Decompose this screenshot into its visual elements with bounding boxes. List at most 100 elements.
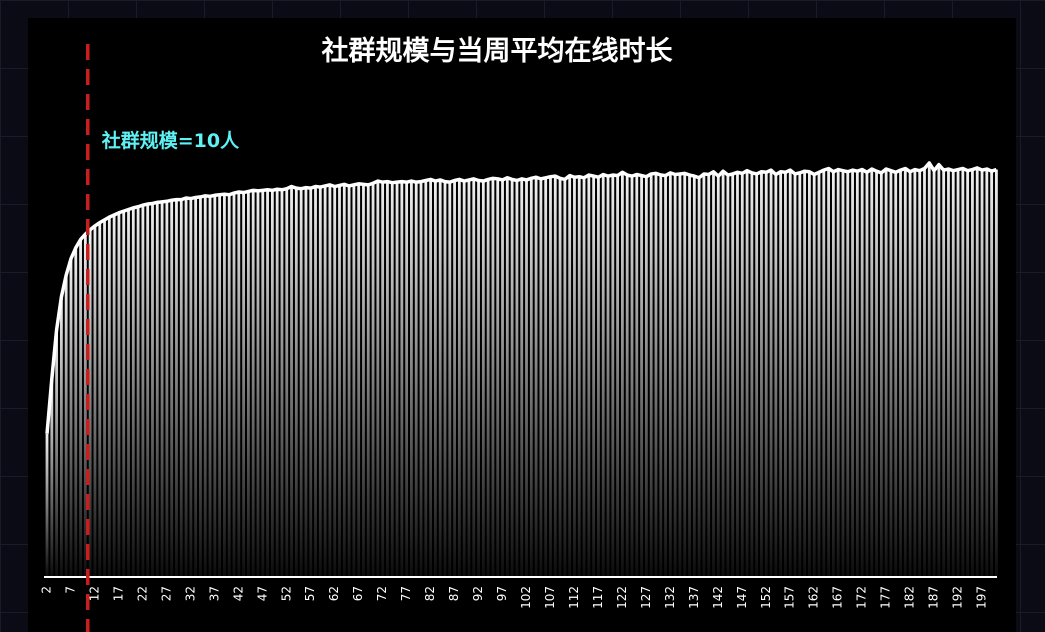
bar — [812, 174, 816, 576]
bar — [347, 185, 351, 576]
bar — [160, 201, 164, 576]
bar — [127, 209, 130, 576]
bar — [649, 173, 653, 576]
bar — [314, 186, 317, 576]
bar — [170, 200, 174, 576]
bar — [223, 194, 226, 577]
bar — [860, 169, 864, 576]
bar — [246, 191, 250, 576]
bar — [520, 178, 524, 576]
bar — [534, 177, 538, 576]
bar — [501, 179, 504, 576]
bar — [923, 168, 926, 576]
bar — [467, 179, 471, 576]
bar — [410, 181, 413, 577]
bar — [697, 177, 701, 576]
bar — [601, 174, 605, 576]
bar — [117, 212, 121, 576]
bar — [577, 176, 581, 577]
x-tick-label: 17 — [111, 586, 125, 601]
bar — [855, 171, 859, 576]
x-tick-label: 47 — [255, 586, 269, 601]
bar — [683, 173, 687, 576]
bar — [280, 189, 284, 577]
bar — [74, 247, 78, 576]
bar — [179, 199, 183, 576]
bar — [448, 182, 452, 576]
bar — [726, 175, 730, 577]
bar — [290, 186, 293, 576]
bar — [251, 190, 255, 576]
bar — [275, 189, 279, 576]
bar — [491, 178, 495, 576]
bar — [333, 186, 337, 576]
bar — [736, 172, 739, 577]
x-tick-label: 182 — [903, 586, 917, 609]
bar — [438, 179, 442, 576]
bar — [318, 187, 322, 576]
bar — [956, 169, 960, 576]
bar — [131, 207, 135, 576]
bar — [405, 182, 409, 576]
bar — [884, 169, 888, 576]
bar — [481, 181, 485, 577]
bar — [841, 170, 845, 577]
overlay: 2 7 12 17 22 27 32 37 42 47 52 57 62 67 72 77 82 87 92 97 10… — [40, 44, 997, 632]
bar — [760, 171, 763, 576]
bar — [362, 184, 365, 576]
x-tick-label: 187 — [927, 586, 941, 609]
bar — [822, 170, 826, 576]
bar — [592, 176, 596, 576]
bar — [731, 173, 735, 576]
bar — [568, 175, 572, 576]
x-tick-label: 37 — [207, 586, 221, 601]
bar — [45, 433, 49, 576]
bar — [879, 172, 883, 576]
bar — [371, 183, 375, 576]
bar — [424, 180, 428, 576]
bar — [208, 196, 212, 576]
x-tick-label: 82 — [423, 586, 437, 601]
x-tick-label: 197 — [975, 586, 989, 609]
bar — [899, 170, 902, 576]
x-tick-label: 172 — [855, 586, 869, 609]
bar — [875, 171, 878, 576]
bar — [668, 172, 672, 576]
bar — [64, 275, 68, 576]
line — [45, 161, 997, 434]
bar — [256, 190, 260, 576]
x-tick-label: 87 — [447, 586, 461, 601]
bar — [386, 181, 389, 576]
bar — [304, 187, 308, 576]
x-tick-label: 62 — [327, 586, 341, 601]
bar — [299, 188, 303, 576]
bar — [788, 170, 792, 576]
bar — [769, 170, 773, 576]
bar — [472, 178, 476, 576]
bar — [83, 234, 87, 576]
chart-title: 社群规模与当周平均在线时长 — [322, 35, 674, 67]
x-tick-label: 127 — [639, 586, 653, 609]
bar — [908, 171, 912, 576]
bar — [707, 174, 711, 576]
bar — [597, 177, 600, 576]
x-tick-label: 137 — [687, 586, 701, 609]
bar — [376, 181, 380, 577]
x-tick-label: 32 — [183, 586, 197, 601]
bar — [549, 176, 552, 577]
bar — [573, 177, 576, 576]
bar — [673, 174, 677, 576]
bar — [750, 172, 754, 576]
bar — [218, 194, 222, 576]
bar — [395, 182, 399, 576]
bar — [112, 214, 116, 576]
bar — [98, 222, 102, 576]
x-tick-label: 122 — [615, 586, 629, 609]
bar — [232, 193, 236, 576]
x-tick-label: 147 — [735, 586, 749, 609]
bar — [184, 198, 188, 576]
bar — [784, 172, 787, 577]
x-tick-label: 22 — [135, 586, 149, 601]
